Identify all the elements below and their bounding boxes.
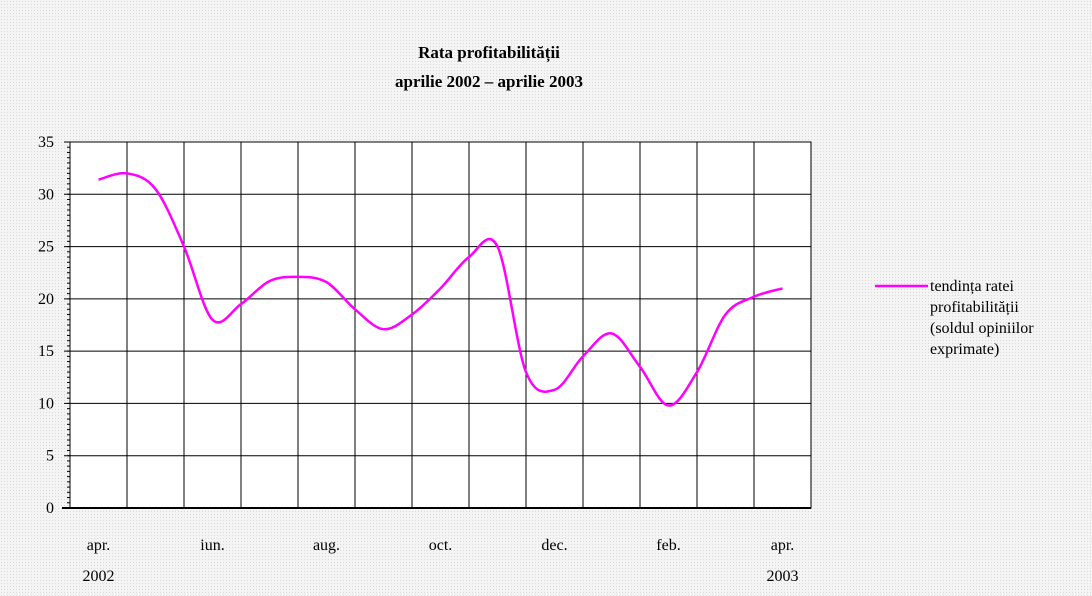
y-tick-label: 30 [38, 186, 54, 203]
y-tick-label: 15 [38, 343, 54, 360]
x-tick-label: oct. [429, 537, 453, 554]
x-sublabel: 2002 [83, 568, 115, 585]
legend-label: tendința ratei profitabilității (soldul … [930, 278, 1034, 358]
chart-subtitle: aprilie 2002 – aprilie 2003 [395, 72, 583, 91]
x-tick-label: feb. [656, 537, 680, 554]
plot-area [69, 141, 812, 509]
line-series [98, 171, 783, 407]
y-tick-label: 0 [46, 500, 54, 517]
y-tick-label: 35 [38, 134, 54, 151]
y-tick-label: 5 [46, 448, 54, 465]
y-tick-label: 10 [38, 395, 54, 412]
x-tick-label: apr. [87, 537, 111, 554]
x-sublabel: 2003 [767, 568, 799, 585]
chart-title: Rata profitabilității [418, 43, 560, 63]
y-tick-label: 20 [38, 291, 54, 308]
x-tick-label: dec. [541, 537, 567, 554]
y-tick-label: 25 [38, 239, 54, 256]
x-tick-label: iun. [200, 537, 224, 554]
x-tick-label: aug. [313, 537, 340, 554]
x-tick-label: apr. [771, 537, 795, 554]
